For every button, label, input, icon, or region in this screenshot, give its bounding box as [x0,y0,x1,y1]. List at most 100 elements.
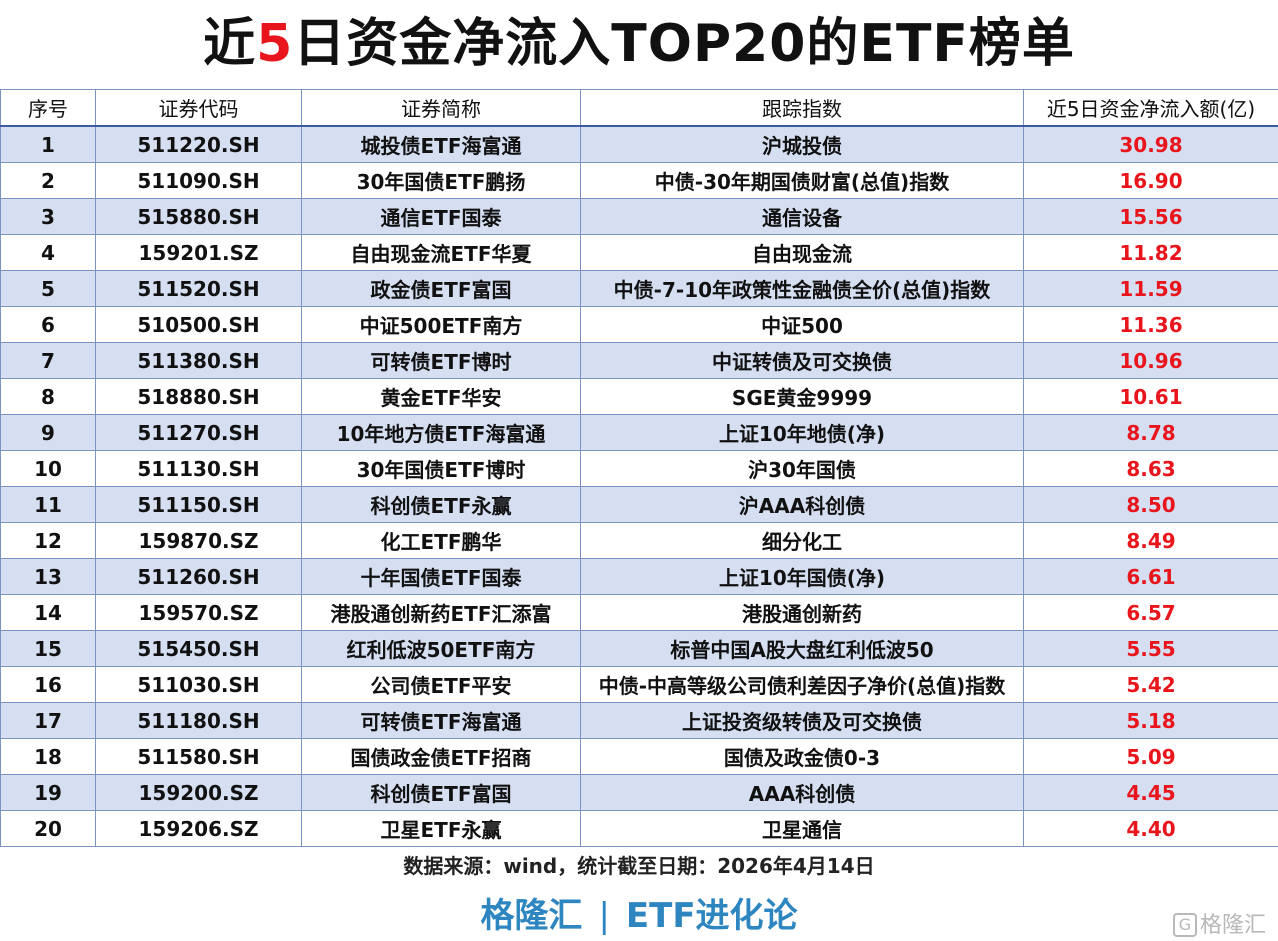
cell-inflow: 30.98 [1023,125,1278,163]
cell-inflow: 16.90 [1023,162,1278,199]
cell-rank: 20 [0,810,96,847]
cell-code: 511270.SH [95,414,302,451]
cell-code: 510500.SH [95,306,302,343]
table-row: 7 511380.SH 可转债ETF博时 中证转债及可交换债 10.96 [0,342,1278,379]
cell-index: 上证投资级转债及可交换债 [580,702,1024,739]
cell-rank: 13 [0,558,96,595]
cell-code: 511130.SH [95,450,302,487]
cell-inflow: 8.78 [1023,414,1278,451]
cell-code: 159570.SZ [95,594,302,631]
brand-footer: 格隆汇 | ETF进化论 [0,888,1278,937]
cell-name: 10年地方债ETF海富通 [301,414,581,451]
cell-index: 中证转债及可交换债 [580,342,1024,379]
cell-rank: 1 [0,125,96,163]
cell-inflow: 11.36 [1023,306,1278,343]
cell-code: 159200.SZ [95,774,302,811]
cell-name: 可转债ETF博时 [301,342,581,379]
cell-code: 159201.SZ [95,234,302,271]
cell-index: 中债-7-10年政策性金融债全价(总值)指数 [580,270,1024,307]
cell-code: 159206.SZ [95,810,302,847]
table-row: 3 515880.SH 通信ETF国泰 通信设备 15.56 [0,198,1278,235]
title-prefix: 近 [203,14,257,74]
cell-rank: 18 [0,738,96,775]
title-highlight: 5 [256,14,294,74]
cell-code: 511150.SH [95,486,302,523]
cell-name: 港股通创新药ETF汇添富 [301,594,581,631]
column-header-rank: 序号 [0,89,96,127]
cell-index: 标普中国A股大盘红利低波50 [580,630,1024,667]
cell-inflow: 8.63 [1023,450,1278,487]
cell-index: 港股通创新药 [580,594,1024,631]
cell-name: 通信ETF国泰 [301,198,581,235]
cell-code: 515450.SH [95,630,302,667]
cell-index: 细分化工 [580,522,1024,559]
cell-inflow: 5.09 [1023,738,1278,775]
watermark-logo-icon: G [1172,913,1197,937]
cell-name: 30年国债ETF博时 [301,450,581,487]
cell-rank: 8 [0,378,96,415]
table-row: 9 511270.SH 10年地方债ETF海富通 上证10年地债(净) 8.78 [0,414,1278,451]
table-row: 13 511260.SH 十年国债ETF国泰 上证10年国债(净) 6.61 [0,558,1278,595]
cell-name: 可转债ETF海富通 [301,702,581,739]
brand-separator: | [598,896,610,936]
brand-name: 格隆汇 [480,896,583,936]
cell-index: 沪城投债 [580,125,1024,163]
cell-index: 上证10年国债(净) [580,558,1024,595]
table-body: 1 511220.SH 城投债ETF海富通 沪城投债 30.98 2 511090.SH 30… [0,125,1278,847]
data-source-note: 数据来源：wind，统计截至日期：2026年4月14日 [403,854,875,878]
cell-rank: 3 [0,198,96,235]
table-row: 20 159206.SZ 卫星ETF永赢 卫星通信 4.40 [0,810,1278,847]
cell-rank: 9 [0,414,96,451]
cell-inflow: 8.49 [1023,522,1278,559]
table-row: 15 515450.SH 红利低波50ETF南方 标普中国A股大盘红利低波50 5.55 [0,630,1278,667]
cell-name: 城投债ETF海富通 [301,125,581,163]
cell-name: 中证500ETF南方 [301,306,581,343]
cell-index: 中债-中高等级公司债利差因子净价(总值)指数 [580,666,1024,703]
column-header-inflow: 近5日资金净流入额(亿) [1023,89,1278,127]
table-header-row: 序号 证券代码 证券简称 跟踪指数 近5日资金净流入额(亿) [0,89,1278,127]
table-row: 17 511180.SH 可转债ETF海富通 上证投资级转债及可交换债 5.18 [0,702,1278,739]
page-title: 近5日资金净流入TOP20的ETF榜单 [0,8,1278,80]
cell-inflow: 5.18 [1023,702,1278,739]
cell-code: 511520.SH [95,270,302,307]
table-row: 14 159570.SZ 港股通创新药ETF汇添富 港股通创新药 6.57 [0,594,1278,631]
cell-code: 511260.SH [95,558,302,595]
cell-index: 卫星通信 [580,810,1024,847]
cell-rank: 4 [0,234,96,271]
etf-ranking-table: 序号 证券代码 证券简称 跟踪指数 近5日资金净流入额(亿) 1 511220.S… [0,89,1278,847]
cell-code: 511180.SH [95,702,302,739]
cell-index: SGE黄金9999 [580,378,1024,415]
cell-index: 通信设备 [580,198,1024,235]
cell-code: 511580.SH [95,738,302,775]
cell-rank: 15 [0,630,96,667]
cell-inflow: 8.50 [1023,486,1278,523]
cell-inflow: 6.57 [1023,594,1278,631]
brand-column-name: ETF进化论 [625,896,798,936]
cell-index: 沪AAA科创债 [580,486,1024,523]
cell-name: 自由现金流ETF华夏 [301,234,581,271]
cell-rank: 17 [0,702,96,739]
cell-index: AAA科创债 [580,774,1024,811]
table-row: 5 511520.SH 政金债ETF富国 中债-7-10年政策性金融债全价(总值)指数… [0,270,1278,307]
cell-name: 国债政金债ETF招商 [301,738,581,775]
cell-rank: 5 [0,270,96,307]
cell-rank: 19 [0,774,96,811]
cell-rank: 14 [0,594,96,631]
cell-name: 黄金ETF华安 [301,378,581,415]
cell-code: 159870.SZ [95,522,302,559]
cell-index: 沪30年国债 [580,450,1024,487]
table-row: 6 510500.SH 中证500ETF南方 中证500 11.36 [0,306,1278,343]
cell-index: 中证500 [580,306,1024,343]
cell-code: 518880.SH [95,378,302,415]
cell-rank: 16 [0,666,96,703]
cell-code: 511380.SH [95,342,302,379]
cell-rank: 12 [0,522,96,559]
cell-inflow: 5.42 [1023,666,1278,703]
cell-code: 511220.SH [95,125,302,163]
table-row: 2 511090.SH 30年国债ETF鹏扬 中债-30年期国债财富(总值)指数 16.… [0,162,1278,199]
cell-name: 公司债ETF平安 [301,666,581,703]
table-row: 4 159201.SZ 自由现金流ETF华夏 自由现金流 11.82 [0,234,1278,271]
table-row: 1 511220.SH 城投债ETF海富通 沪城投债 30.98 [0,125,1278,163]
cell-index: 上证10年地债(净) [580,414,1024,451]
cell-code: 511030.SH [95,666,302,703]
